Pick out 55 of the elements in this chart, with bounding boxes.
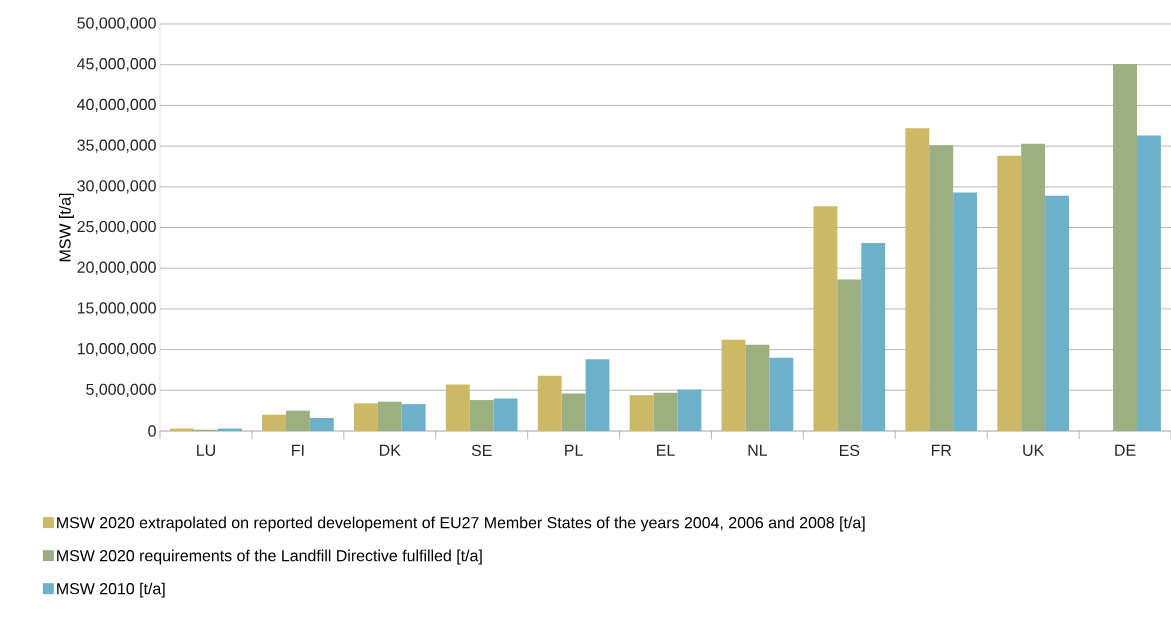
- bar: [745, 344, 770, 431]
- y-axis-title: MSW [t/a]: [59, 193, 74, 262]
- bar: [837, 279, 862, 431]
- x-tick-label: LU: [197, 444, 215, 456]
- bar: [1021, 143, 1046, 431]
- bar: [377, 401, 402, 431]
- bar: [1137, 135, 1161, 431]
- bar: [929, 145, 954, 431]
- bar: [469, 400, 494, 431]
- x-tick-label: FI: [292, 444, 304, 456]
- y-tick-label: 15,000,000: [77, 302, 156, 316]
- bar: [905, 128, 930, 431]
- legend-label: MSW 2020 requirements of the Landfill Directive fulfilled [t/a]: [57, 549, 482, 565]
- y-tick-label: 35,000,000: [77, 139, 156, 153]
- y-tick-label: 0: [148, 425, 156, 437]
- bar: [585, 359, 610, 431]
- y-tick-label: 25,000,000: [77, 220, 156, 235]
- y-tick-label: 40,000,000: [77, 98, 156, 112]
- bar: [262, 414, 286, 431]
- legend-label: MSW 2010 [t/a]: [57, 582, 165, 598]
- bar: [1045, 195, 1069, 431]
- x-tick-label: UK: [1023, 444, 1045, 456]
- bar: [309, 417, 334, 431]
- bar: [537, 375, 562, 431]
- x-tick-label: ES: [840, 444, 860, 457]
- x-tick-label: EL: [657, 444, 675, 456]
- bar: [997, 155, 1022, 431]
- bar: [285, 410, 310, 431]
- bar: [1113, 63, 1137, 431]
- x-tick-label: PL: [565, 444, 583, 456]
- bar: [861, 242, 886, 431]
- legend-label: MSW 2020 extrapolated on reported developement of EU27 Member States of the years 2004, 2006 and 2008 [t/a]: [57, 516, 865, 532]
- x-tick-label: FR: [931, 444, 952, 456]
- bar: [721, 339, 746, 431]
- bar: [953, 192, 978, 431]
- bar: [677, 389, 702, 431]
- x-tick-label: NL: [748, 444, 768, 456]
- y-tick-label: 5,000,000: [86, 383, 156, 397]
- bar: [769, 357, 794, 431]
- y-tick-label: 30,000,000: [77, 180, 156, 194]
- bar: [653, 392, 678, 431]
- bar: [353, 403, 378, 431]
- y-tick-label: 45,000,000: [77, 58, 156, 72]
- bar: [401, 404, 426, 431]
- bar: [813, 206, 838, 431]
- x-tick-label: DE: [1115, 444, 1136, 456]
- x-tick-label: DK: [380, 444, 401, 456]
- y-tick-label: 50,000,000: [77, 17, 156, 31]
- y-tick-label: 10,000,000: [77, 343, 156, 357]
- bar: [445, 384, 470, 431]
- bar: [493, 398, 518, 431]
- bar: [629, 395, 654, 431]
- y-tick-label: 20,000,000: [77, 261, 156, 275]
- bar: [561, 393, 586, 431]
- x-tick-label: SE: [471, 444, 492, 457]
